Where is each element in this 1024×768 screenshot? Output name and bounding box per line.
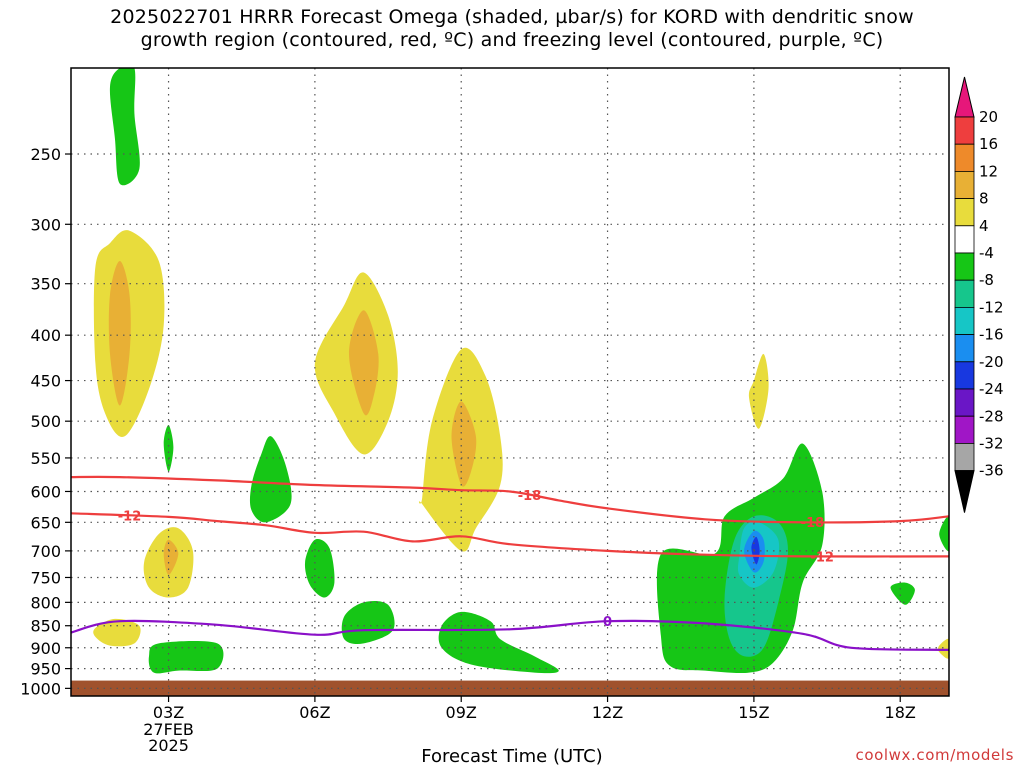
isotherm-labels: -18 -18 -12 -12 0 xyxy=(118,489,834,630)
chart-title: 2025022701 HRRR Forecast Omega (shaded, … xyxy=(0,6,1024,52)
y-tick-label-400: 400 xyxy=(30,326,61,345)
plot-frame xyxy=(70,67,950,697)
colorbar-swatch-10 xyxy=(954,361,975,390)
colorbar-swatch-3 xyxy=(954,170,975,199)
isotherm-contours xyxy=(71,475,949,651)
colorbar-swatch-1 xyxy=(954,116,975,145)
omega-region-4 xyxy=(349,310,379,416)
colorbar-bottom-arrow xyxy=(954,470,975,513)
omega-region-10 xyxy=(93,618,141,647)
y-tick-label-900: 900 xyxy=(30,639,61,658)
colorbar-label-8: -16 xyxy=(979,326,1004,344)
x-tick-label-06Z: 06Z xyxy=(299,703,330,722)
isotherm-label--18: -18 xyxy=(801,516,825,531)
chart-title-line2: growth region (contoured, red, ºC) and f… xyxy=(140,29,884,51)
y-tick-label-500: 500 xyxy=(30,412,61,431)
x-tick-label-09Z: 09Z xyxy=(446,703,477,722)
y-tick-label-1000: 1000 xyxy=(20,679,61,698)
colorbar-swatch-12 xyxy=(954,415,975,444)
colorbar-label-9: -20 xyxy=(979,353,1004,371)
omega-region-11 xyxy=(938,638,949,659)
y-tick-label-800: 800 xyxy=(30,593,61,612)
colorbar-swatch-11 xyxy=(954,388,975,417)
isotherm-line--12 xyxy=(71,512,949,558)
colorbar-label-10: -24 xyxy=(979,380,1004,398)
omega-region-17 xyxy=(438,611,559,674)
omega-region-6 xyxy=(451,401,477,487)
colorbar-swatch-9 xyxy=(954,334,975,363)
ground-layer xyxy=(71,680,949,696)
colorbar-swatch-13 xyxy=(954,442,975,471)
colorbar-label-6: -8 xyxy=(979,271,994,289)
colorbar-label-2: 12 xyxy=(979,162,998,180)
y-tick-label-950: 950 xyxy=(30,660,61,679)
omega-region-13 xyxy=(249,436,292,523)
y-tick-label-450: 450 xyxy=(30,372,61,391)
colorbar-swatch-8 xyxy=(954,306,975,335)
colorbar-label-0: 20 xyxy=(979,108,998,126)
isotherm-label--18: -18 xyxy=(518,489,542,504)
credit-link[interactable]: coolwx.com/models xyxy=(855,746,1014,764)
y-tick-label-250: 250 xyxy=(30,145,61,164)
x-tick-label-18Z: 18Z xyxy=(885,703,916,722)
omega-region-8 xyxy=(163,539,179,575)
colorbar-label-1: 16 xyxy=(979,135,998,153)
omega-region-16 xyxy=(341,601,395,644)
colorbar-label-4: 4 xyxy=(979,217,989,235)
omega-region-24 xyxy=(939,516,949,552)
omega-region-23 xyxy=(890,582,915,605)
y-tick-label-750: 750 xyxy=(30,568,61,587)
omega-region-2 xyxy=(108,261,131,406)
colorbar-label-5: -4 xyxy=(979,244,994,262)
colorbar-swatch-2 xyxy=(954,143,975,172)
x-date-label-0: 27FEB xyxy=(143,720,194,739)
y-tick-label-300: 300 xyxy=(30,215,61,234)
colorbar-swatch-6 xyxy=(954,252,975,281)
y-tick-label-850: 850 xyxy=(30,617,61,636)
y-axis-ticks: 250 300 350 400 450 500 550 600 650 700 750 800 850 9… xyxy=(20,145,71,698)
gridlines xyxy=(71,68,949,696)
x-date-label-1: 2025 xyxy=(148,736,189,755)
colorbar-top-arrow xyxy=(954,76,975,118)
isotherm-line--18 xyxy=(71,475,949,524)
colorbar-label-3: 8 xyxy=(979,190,989,208)
colorbar-swatch-5 xyxy=(954,225,975,254)
y-tick-label-600: 600 xyxy=(30,482,61,501)
shaded-regions xyxy=(93,68,949,674)
chart-title-line1: 2025022701 HRRR Forecast Omega (shaded, … xyxy=(110,6,914,28)
colorbar-label-12: -32 xyxy=(979,434,1004,452)
isotherm-line-0 xyxy=(71,619,949,651)
isotherm-label--12: -12 xyxy=(810,550,834,565)
colorbar: 20 16 12 8 4 -4 -8 -12 -16 -20 -24 -28 -32 -36 xyxy=(954,76,1004,513)
isotherm-label--12: -12 xyxy=(118,509,142,524)
x-tick-label-03Z: 03Z xyxy=(153,703,184,722)
omega-region-14 xyxy=(304,539,335,598)
y-tick-label-700: 700 xyxy=(30,542,61,561)
x-tick-label-15Z: 15Z xyxy=(738,703,769,722)
colorbar-label-13: -36 xyxy=(979,462,1004,480)
isotherm-label-0: 0 xyxy=(603,615,612,630)
omega-region-9 xyxy=(748,353,769,429)
y-tick-label-350: 350 xyxy=(30,275,61,294)
colorbar-label-7: -12 xyxy=(979,298,1004,316)
ground-rect xyxy=(71,680,949,696)
y-tick-label-650: 650 xyxy=(30,513,61,532)
colorbar-swatch-4 xyxy=(954,198,975,227)
omega-region-0 xyxy=(109,68,140,186)
colorbar-swatch-7 xyxy=(954,279,975,308)
colorbar-label-11: -28 xyxy=(979,407,1004,425)
y-tick-label-550: 550 xyxy=(30,449,61,468)
omega-region-12 xyxy=(163,424,174,472)
x-tick-label-12Z: 12Z xyxy=(592,703,623,722)
omega-region-15 xyxy=(148,641,224,674)
x-axis-title: Forecast Time (UTC) xyxy=(421,746,603,767)
